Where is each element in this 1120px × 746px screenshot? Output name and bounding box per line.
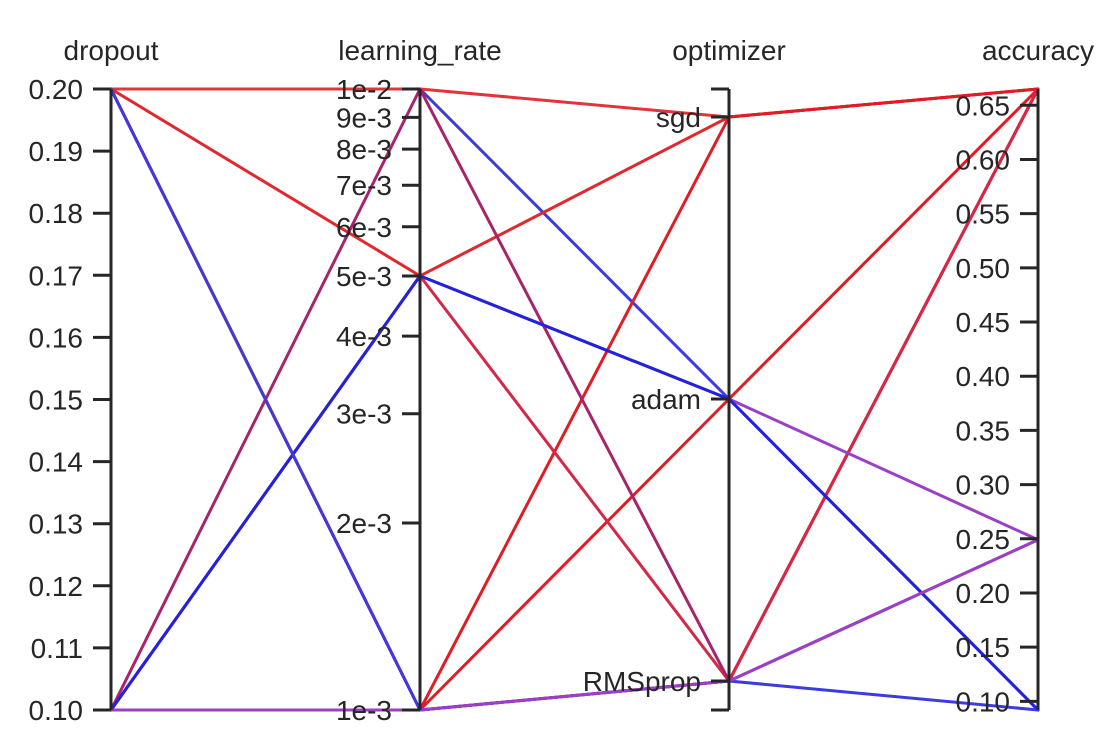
tick-label: 0.45	[956, 307, 1011, 338]
tick-label: 0.25	[956, 524, 1011, 555]
tick-label: 0.20	[956, 578, 1011, 609]
trace-line-8	[109, 87, 1040, 712]
tick-label: 0.40	[956, 361, 1011, 392]
tick-label: 3e-3	[336, 399, 392, 430]
tick-label: 0.15	[29, 385, 84, 416]
tick-label: 0.14	[29, 447, 84, 478]
tick-label: 0.15	[956, 632, 1011, 663]
tick-label: 0.30	[956, 470, 1011, 501]
tick-label: 0.17	[29, 260, 84, 291]
trace-line-6	[109, 87, 1040, 712]
tick-label: 0.13	[29, 509, 84, 540]
tick-label: 0.55	[956, 199, 1011, 230]
trace-line-13	[109, 538, 1040, 712]
tick-label: 0.50	[956, 253, 1011, 284]
tick-label: 0.11	[31, 633, 83, 664]
axes-layer: dropout 0.10 0.11 0.12 0.13 0.14 0.15 0.16 0.17 0…	[29, 35, 1095, 726]
tick-label: 2e-3	[336, 508, 392, 539]
trace-line-11	[109, 274, 1040, 712]
axis-title: dropout	[64, 35, 159, 66]
tick-label: 0.35	[956, 415, 1011, 446]
trace-layer	[109, 87, 1040, 712]
axis-learning-rate: learning_rate 1e-3 2e-3 3e-3 4e-3 5e-3 6e-3 7e-…	[336, 35, 502, 726]
axis-accuracy: accuracy 0.10 0.15 0.20 0.25 0.30 0.35 0.40 0.45…	[956, 35, 1095, 717]
tick-label: 0.10	[956, 686, 1011, 717]
trace-line-12	[109, 87, 1040, 712]
trace-line-1	[109, 87, 1040, 712]
tick-label: 1e-3	[336, 695, 392, 726]
tick-label: 5e-3	[336, 261, 392, 292]
tick-label: 0.20	[29, 74, 84, 105]
tick-label: 0.10	[29, 695, 84, 726]
axis-title: accuracy	[982, 35, 1094, 66]
trace-line-3	[109, 87, 1040, 278]
tick-label: 0.18	[29, 198, 84, 229]
tick-label: 9e-3	[336, 102, 392, 133]
tick-label: 0.12	[29, 571, 84, 602]
tick-label: RMSprop	[583, 666, 701, 697]
tick-label: 4e-3	[336, 321, 392, 352]
trace-line-4	[109, 87, 1040, 712]
axis-optimizer: optimizer RMSprop adam sgd	[583, 35, 786, 712]
tick-label: 8e-3	[336, 134, 392, 165]
tick-label: 0.19	[29, 136, 84, 167]
tick-label: 0.16	[29, 322, 84, 353]
tick-label: adam	[631, 384, 701, 415]
axis-dropout: dropout 0.10 0.11 0.12 0.13 0.14 0.15 0.16 0.17 0…	[29, 35, 159, 726]
axis-title: optimizer	[672, 35, 786, 66]
tick-label: 6e-3	[336, 212, 392, 243]
tick-label: 0.60	[956, 144, 1011, 175]
trace-line-5	[109, 87, 1040, 712]
tick-label: sgd	[656, 102, 701, 133]
trace-line-9	[109, 87, 1040, 712]
tick-label: 7e-3	[336, 170, 392, 201]
tick-label: 0.65	[956, 90, 1011, 121]
trace-line-7	[109, 87, 1040, 712]
axis-title: learning_rate	[338, 35, 501, 66]
tick-label: 1e-2	[336, 74, 392, 105]
trace-line-10	[109, 274, 1040, 712]
